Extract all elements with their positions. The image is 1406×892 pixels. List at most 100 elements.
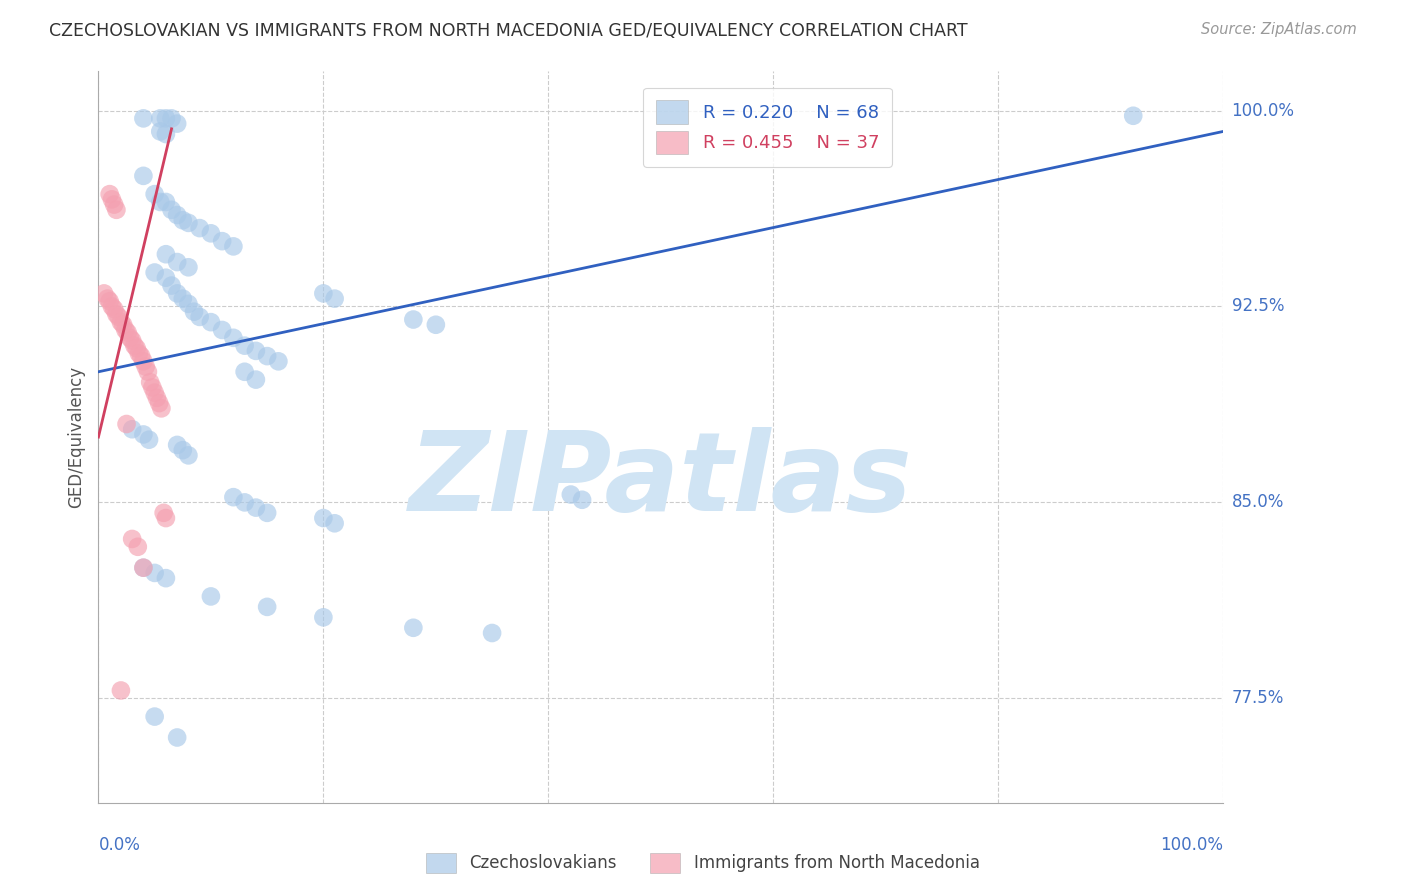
Point (124, 339, 146, 353)
Point (222, 331, 245, 345)
Point (155, 270, 177, 285)
Point (143, 187, 166, 202)
Point (200, 227, 222, 241)
Point (1122, 109, 1144, 123)
Point (96, 292, 118, 306)
Point (256, 506, 278, 520)
Point (155, 112, 177, 126)
Text: 85.0%: 85.0% (1232, 493, 1284, 511)
Point (114, 323, 136, 337)
Text: 100.0%: 100.0% (1232, 102, 1295, 120)
Point (312, 610, 335, 624)
Point (233, 365, 256, 379)
Point (166, 255, 188, 269)
Point (245, 373, 267, 387)
Point (155, 127, 177, 141)
Point (188, 221, 211, 235)
Point (245, 343, 267, 358)
Point (425, 318, 447, 332)
Point (110, 683, 132, 698)
Point (323, 516, 346, 531)
Point (312, 511, 335, 525)
Point (132, 427, 155, 442)
Point (155, 571, 177, 585)
Point (129, 349, 152, 363)
Text: Source: ZipAtlas.com: Source: ZipAtlas.com (1201, 22, 1357, 37)
Text: 92.5%: 92.5% (1232, 297, 1284, 316)
Point (149, 194, 172, 209)
Point (121, 334, 143, 348)
Text: 100.0%: 100.0% (1160, 836, 1223, 854)
Point (132, 560, 155, 574)
Point (172, 443, 194, 458)
Point (177, 216, 200, 230)
Point (200, 590, 222, 604)
Point (200, 315, 222, 329)
Point (112, 318, 135, 332)
Point (136, 365, 159, 379)
Point (103, 301, 125, 317)
Text: 77.5%: 77.5% (1232, 690, 1284, 707)
Point (105, 202, 128, 217)
Text: 0.0%: 0.0% (98, 836, 141, 854)
Point (211, 234, 233, 248)
Point (560, 487, 582, 501)
Point (132, 169, 155, 183)
Point (149, 124, 172, 138)
Point (323, 292, 346, 306)
Point (166, 438, 188, 452)
Point (155, 194, 177, 209)
Point (177, 260, 200, 275)
Point (177, 297, 200, 311)
Point (132, 560, 155, 574)
Point (101, 300, 124, 314)
Text: ZIPatlas: ZIPatlas (409, 427, 912, 534)
Point (150, 401, 173, 416)
Point (93, 286, 115, 301)
Point (245, 500, 267, 515)
Point (117, 326, 139, 340)
Point (143, 385, 166, 400)
Point (160, 202, 183, 217)
Point (160, 278, 183, 293)
Point (166, 117, 188, 131)
Point (115, 417, 138, 431)
Point (121, 532, 143, 546)
Point (571, 492, 593, 507)
Legend: R = 0.220    N = 68, R = 0.455    N = 37: R = 0.220 N = 68, R = 0.455 N = 37 (644, 87, 891, 167)
Point (166, 208, 188, 222)
Point (121, 422, 143, 436)
Point (172, 292, 194, 306)
Point (98, 187, 121, 202)
Point (135, 359, 157, 374)
Point (132, 112, 155, 126)
Point (138, 433, 160, 447)
Point (118, 331, 141, 345)
Point (132, 354, 155, 368)
Point (233, 339, 256, 353)
Point (256, 599, 278, 614)
Point (160, 112, 183, 126)
Point (233, 495, 256, 509)
Point (125, 341, 148, 355)
Point (105, 307, 128, 321)
Legend: Czechoslovakians, Immigrants from North Macedonia: Czechoslovakians, Immigrants from North … (419, 847, 987, 880)
Point (152, 506, 174, 520)
Point (211, 323, 233, 337)
Point (146, 391, 169, 405)
Point (188, 310, 211, 324)
Point (143, 566, 166, 580)
Point (402, 621, 425, 635)
Point (177, 448, 200, 462)
Point (402, 312, 425, 326)
Point (172, 213, 194, 227)
Point (267, 354, 290, 368)
Point (143, 709, 166, 723)
Point (107, 310, 129, 324)
Point (110, 315, 132, 329)
Point (149, 112, 172, 126)
Point (256, 349, 278, 363)
Point (101, 193, 124, 207)
Point (103, 197, 125, 211)
Y-axis label: GED/Equivalency: GED/Equivalency (67, 366, 86, 508)
